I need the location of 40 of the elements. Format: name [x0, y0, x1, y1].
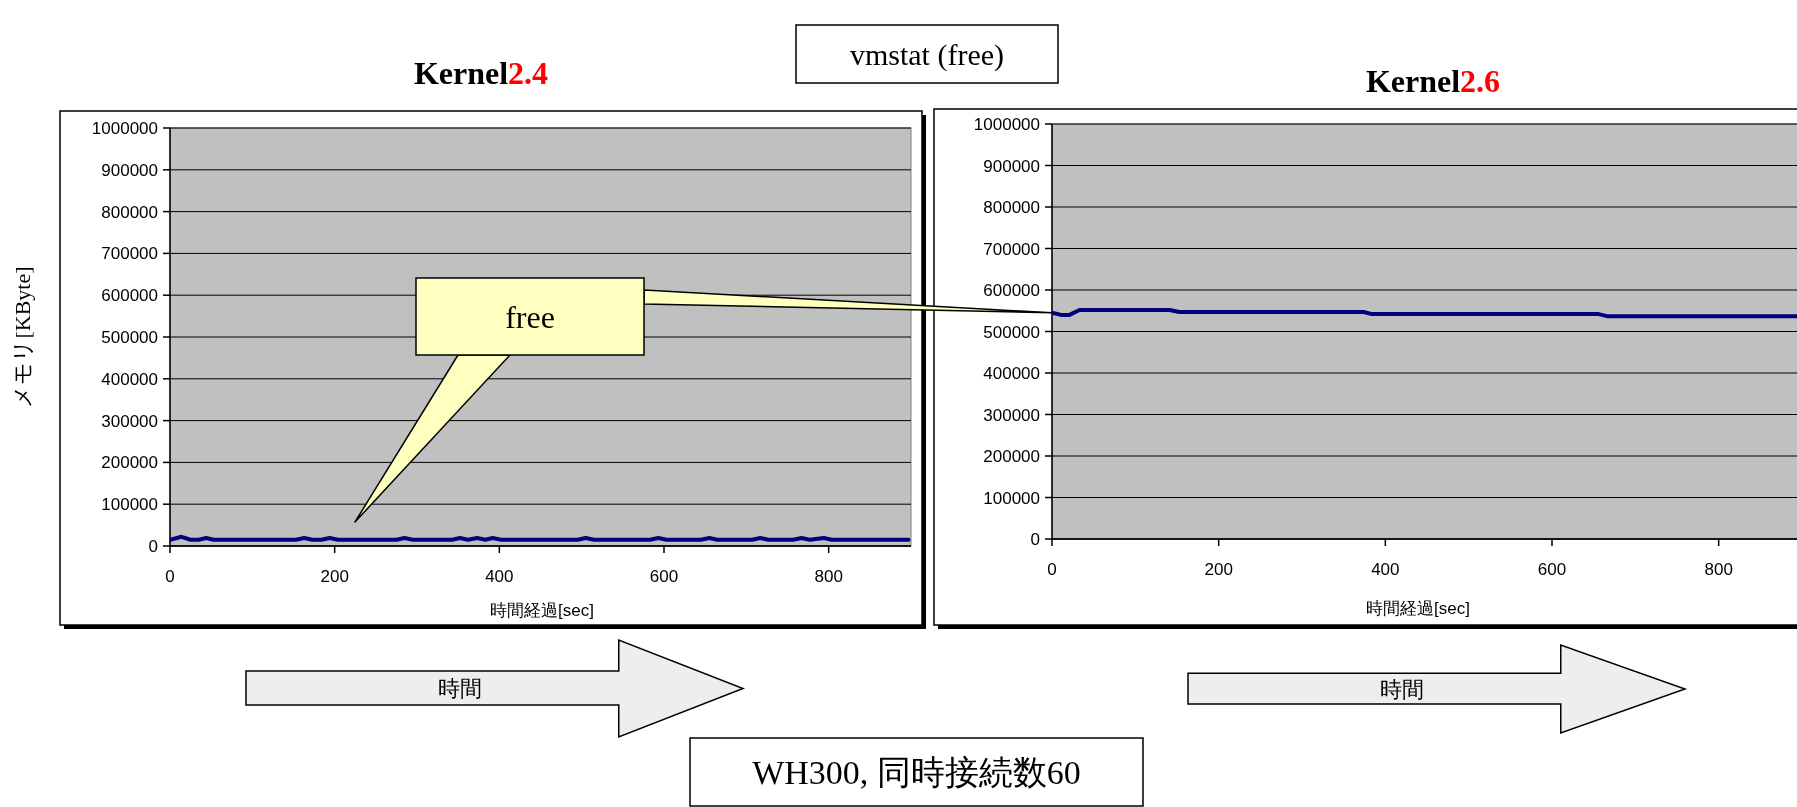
- y-tick-label: 1000000: [973, 115, 1040, 134]
- y-tick-label: 100000: [101, 495, 158, 515]
- x-tick-label: 0: [165, 567, 175, 586]
- y-tick-label: 1000000: [91, 119, 158, 138]
- x-tick-label: 600: [649, 567, 679, 586]
- y-tick-label: 700000: [983, 239, 1040, 259]
- y-tick-label: 500000: [983, 322, 1040, 342]
- x-tick-label: 800: [1704, 560, 1733, 579]
- y-tick-label: 800000: [101, 202, 158, 222]
- y-axis-title: メモリ[KByte]: [10, 266, 35, 408]
- y-tick-label: 400000: [101, 369, 158, 389]
- y-tick-label: 300000: [983, 405, 1040, 425]
- text: vmstat (free): [849, 37, 1005, 72]
- y-tick-label: 800000: [983, 198, 1040, 217]
- y-tick-label: 900000: [983, 156, 1040, 176]
- chart-title: Kernel2.6: [1365, 63, 1501, 99]
- y-tick-label: 600000: [983, 281, 1040, 300]
- x-tick-label: 400: [1371, 560, 1400, 579]
- y-tick-label: 500000: [101, 328, 158, 347]
- x-tick-label: 800: [814, 567, 843, 586]
- y-tick-label: 200000: [101, 453, 158, 473]
- x-tick-label: 200: [1204, 560, 1233, 579]
- x-tick-label: 600: [1537, 560, 1567, 579]
- chart-title: Kernel2.4: [413, 55, 549, 91]
- y-tick-label: 900000: [101, 160, 158, 180]
- y-tick-label: 700000: [101, 244, 158, 264]
- x-tick-label: 400: [485, 567, 514, 586]
- y-tick-label: 100000: [983, 488, 1040, 508]
- y-tick-label: 400000: [983, 364, 1040, 383]
- x-axis-title: 時間経過[sec]: [490, 601, 594, 620]
- y-tick-label: 200000: [983, 447, 1040, 466]
- y-tick-label: 0: [1030, 530, 1040, 549]
- x-axis-title: 時間経過[sec]: [1366, 599, 1470, 618]
- y-tick-label: 0: [148, 537, 158, 556]
- y-tick-label: 300000: [101, 411, 158, 431]
- text: WH300, 同時接続数60: [752, 753, 1081, 791]
- x-tick-label: 0: [1047, 560, 1057, 579]
- x-tick-label: 200: [320, 567, 349, 586]
- y-tick-label: 600000: [101, 286, 158, 306]
- annotation: free: [505, 299, 555, 335]
